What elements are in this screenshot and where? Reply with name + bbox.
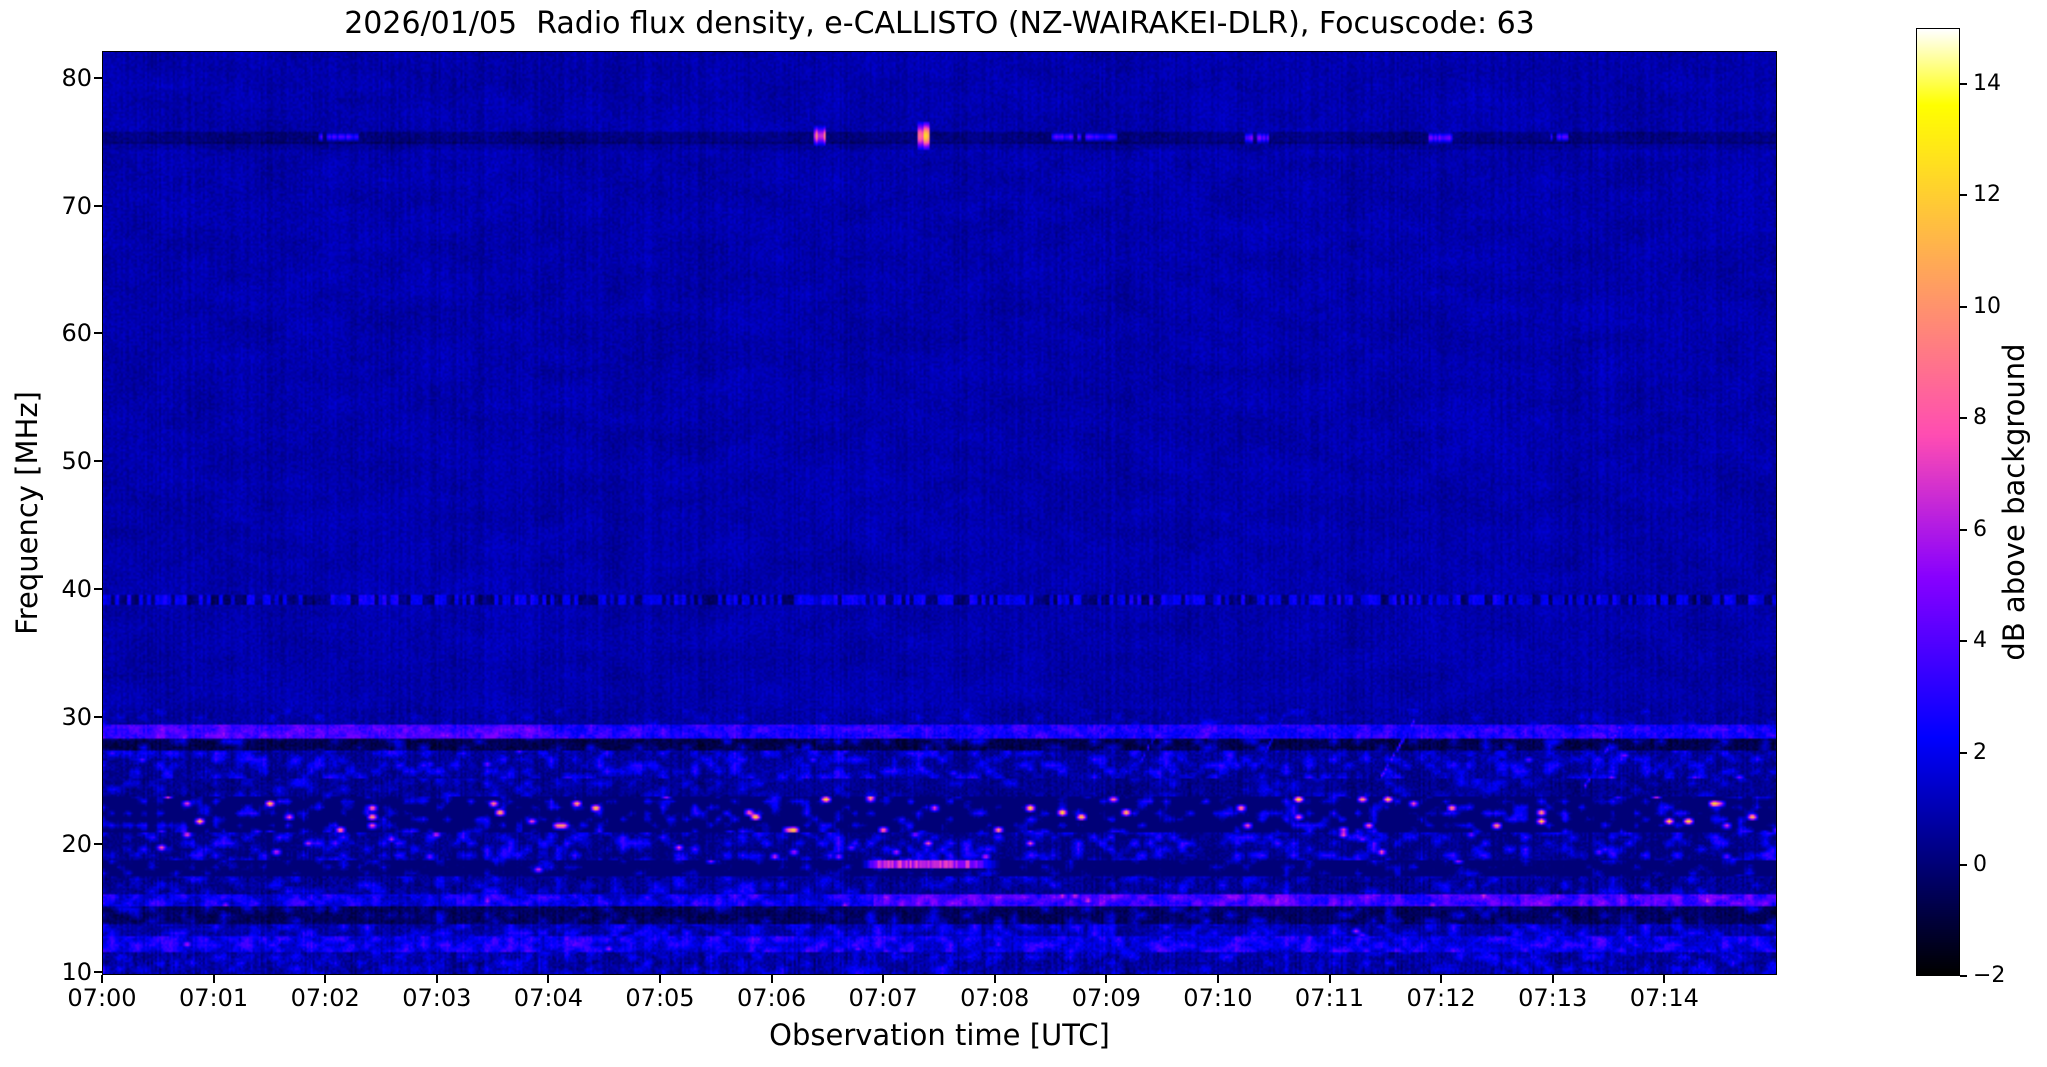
x-tick-mark	[993, 975, 996, 983]
colorbar	[1916, 28, 1960, 976]
x-tick-label: 07:09	[1071, 984, 1141, 1012]
x-tick-label: 07:06	[737, 984, 807, 1012]
y-tick-label: 60	[61, 319, 92, 348]
y-tick-mark	[94, 715, 102, 718]
x-tick-mark	[770, 975, 773, 983]
colorbar-tick-mark	[1960, 528, 1967, 531]
x-tick-label: 07:03	[402, 984, 472, 1012]
colorbar-tick-mark	[1960, 194, 1967, 197]
y-tick-label: 40	[61, 574, 92, 603]
x-tick-label: 07:00	[67, 984, 137, 1012]
colorbar-tick-label: 10	[1973, 293, 2001, 319]
x-axis-label: Observation time [UTC]	[769, 1018, 1110, 1052]
colorbar-tick-label: 12	[1973, 182, 2001, 208]
x-tick-mark	[1663, 975, 1666, 983]
colorbar-tick-label: −2	[1973, 963, 2006, 988]
x-tick-mark	[435, 975, 438, 983]
colorbar-tick-mark	[1960, 975, 1967, 977]
x-tick-mark	[101, 975, 103, 983]
x-tick-mark	[1440, 975, 1443, 983]
y-tick-mark	[94, 77, 102, 79]
colorbar-tick-mark	[1960, 863, 1967, 866]
x-tick-mark	[1216, 975, 1219, 983]
x-tick-label: 07:01	[179, 984, 249, 1012]
x-tick-mark	[1328, 975, 1331, 983]
y-tick-label: 80	[61, 64, 92, 92]
x-tick-label: 07:13	[1518, 984, 1588, 1012]
x-tick-mark	[882, 975, 885, 983]
x-tick-label: 07:02	[290, 984, 360, 1012]
colorbar-tick-label: 0	[1973, 851, 1987, 877]
x-tick-label: 07:08	[960, 984, 1030, 1012]
x-tick-mark	[659, 975, 661, 983]
y-tick-mark	[94, 587, 102, 590]
y-axis-label: Frequency [MHz]	[10, 391, 44, 635]
x-tick-label: 07:10	[1183, 984, 1253, 1012]
chart-title: 2026/01/05 Radio flux density, e-CALLIST…	[344, 6, 1535, 41]
x-tick-label: 07:05	[625, 984, 695, 1012]
y-tick-mark	[94, 460, 102, 463]
y-tick-label: 70	[61, 191, 92, 220]
colorbar-tick-mark	[1960, 751, 1967, 754]
x-tick-label: 07:12	[1406, 984, 1476, 1012]
spectrogram-heatmap	[103, 52, 1776, 974]
y-tick-label: 50	[61, 447, 92, 476]
x-tick-label: 07:11	[1294, 984, 1365, 1012]
colorbar-tick-mark	[1960, 305, 1967, 308]
y-tick-label: 30	[61, 702, 92, 731]
x-tick-mark	[212, 975, 215, 983]
x-tick-mark	[324, 975, 327, 983]
colorbar-tick-label: 8	[1973, 405, 1987, 431]
colorbar-tick-label: 4	[1973, 628, 1987, 654]
x-tick-mark	[1105, 975, 1108, 983]
colorbar-gradient	[1917, 29, 1959, 975]
x-tick-label: 07:04	[513, 984, 583, 1012]
x-tick-label: 07:14	[1629, 984, 1699, 1012]
y-tick-label: 20	[61, 830, 92, 859]
y-tick-mark	[94, 204, 102, 207]
colorbar-tick-mark	[1960, 640, 1967, 643]
colorbar-tick-mark	[1960, 417, 1967, 420]
y-tick-mark	[94, 843, 102, 846]
colorbar-tick-label: 6	[1973, 516, 1987, 542]
x-tick-mark	[1551, 975, 1554, 983]
colorbar-tick-label: 14	[1973, 70, 2001, 96]
y-tick-mark	[94, 332, 102, 335]
colorbar-tick-mark	[1960, 82, 1967, 85]
plot-area	[102, 51, 1777, 975]
colorbar-tick-label: 2	[1973, 739, 1987, 765]
colorbar-label: dB above background	[1997, 343, 2031, 661]
y-tick-label: 10	[61, 958, 92, 986]
x-tick-mark	[547, 975, 550, 983]
y-tick-mark	[94, 971, 102, 973]
x-tick-label: 07:07	[848, 984, 918, 1012]
